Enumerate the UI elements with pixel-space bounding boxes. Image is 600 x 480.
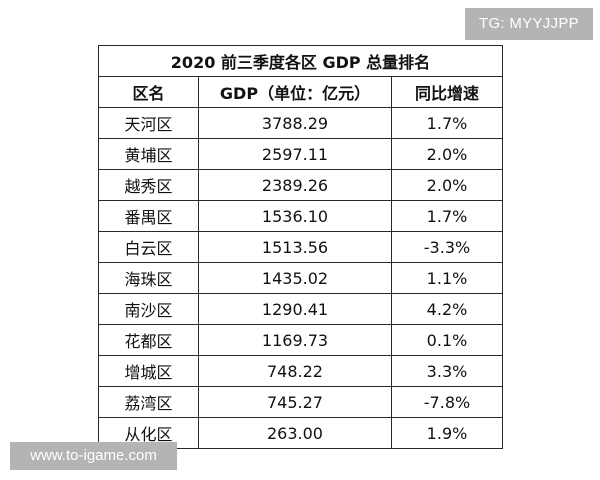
growth-cell: 2.0% [391,169,503,201]
growth-cell: -7.8% [391,386,503,418]
growth-cell: 4.2% [391,293,503,325]
growth-cell: 1.7% [391,107,503,139]
district-cell: 花都区 [98,324,199,356]
table-row: 荔湾区 745.27 -7.8% [98,386,503,418]
district-cell: 荔湾区 [98,386,199,418]
district-cell: 增城区 [98,355,199,387]
table-row: 海珠区 1435.02 1.1% [98,262,503,294]
gdp-cell: 2389.26 [198,169,392,201]
table-row: 番禺区 1536.10 1.7% [98,200,503,232]
district-cell: 天河区 [98,107,199,139]
district-cell: 白云区 [98,231,199,263]
gdp-cell: 2597.11 [198,138,392,170]
table-row: 白云区 1513.56 -3.3% [98,231,503,263]
growth-cell: -3.3% [391,231,503,263]
table-row: 天河区 3788.29 1.7% [98,107,503,139]
growth-cell: 1.7% [391,200,503,232]
table-title: 2020 前三季度各区 GDP 总量排名 [98,45,503,77]
gdp-cell: 1536.10 [198,200,392,232]
district-cell: 海珠区 [98,262,199,294]
table-row: 花都区 1169.73 0.1% [98,324,503,356]
table-row: 黄埔区 2597.11 2.0% [98,138,503,170]
table-row: 从化区 263.00 1.9% [98,417,503,449]
gdp-cell: 3788.29 [198,107,392,139]
gdp-cell: 1169.73 [198,324,392,356]
gdp-cell: 748.22 [198,355,392,387]
growth-cell: 1.1% [391,262,503,294]
header-gdp: GDP（单位：亿元） [198,76,392,108]
gdp-cell: 1290.41 [198,293,392,325]
table-row: 越秀区 2389.26 2.0% [98,169,503,201]
header-growth: 同比增速 [391,76,503,108]
district-cell: 黄埔区 [98,138,199,170]
header-district: 区名 [98,76,199,108]
growth-cell: 0.1% [391,324,503,356]
watermark-tg: TG: MYYJJPP [465,8,593,40]
table-row: 南沙区 1290.41 4.2% [98,293,503,325]
table-header-row: 区名 GDP（单位：亿元） 同比增速 [98,76,503,108]
growth-cell: 3.3% [391,355,503,387]
gdp-cell: 1513.56 [198,231,392,263]
district-cell: 越秀区 [98,169,199,201]
gdp-cell: 263.00 [198,417,392,449]
gdp-ranking-table: 2020 前三季度各区 GDP 总量排名 区名 GDP（单位：亿元） 同比增速 … [98,45,503,449]
growth-cell: 2.0% [391,138,503,170]
gdp-cell: 745.27 [198,386,392,418]
gdp-cell: 1435.02 [198,262,392,294]
growth-cell: 1.9% [391,417,503,449]
watermark-site: www.to-igame.com [10,442,177,470]
district-cell: 南沙区 [98,293,199,325]
table-row: 增城区 748.22 3.3% [98,355,503,387]
district-cell: 番禺区 [98,200,199,232]
